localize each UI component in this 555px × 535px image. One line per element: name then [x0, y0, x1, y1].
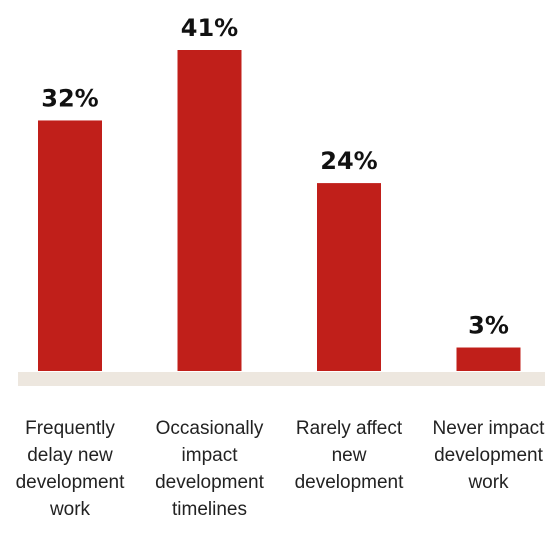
category-label-line: work	[49, 499, 91, 520]
category-label-line: Frequently	[25, 418, 115, 439]
category-label-line: development	[295, 472, 405, 493]
category-label-1: Occasionally impact development timelines	[155, 418, 265, 520]
bar-1	[177, 50, 242, 371]
category-labels-group: Frequently delay new development work Occasi…	[16, 418, 546, 520]
bar-0	[38, 120, 102, 372]
category-label-2: Rarely affect new development	[295, 418, 405, 493]
category-label-0: Frequently delay new development work	[16, 418, 126, 520]
bar-2	[317, 183, 381, 371]
category-label-line: delay new	[27, 445, 113, 466]
bar-3	[456, 347, 521, 371]
category-label-line: development	[155, 472, 265, 493]
value-label-1: 41%	[181, 14, 238, 42]
bars-group	[38, 50, 521, 372]
category-label-3: Never impact development work	[433, 418, 546, 493]
value-label-0: 32%	[41, 84, 98, 112]
category-label-line: timelines	[172, 499, 247, 520]
value-labels-group: 32% 41% 24% 3%	[41, 14, 509, 340]
category-label-line: new	[332, 445, 367, 466]
category-label-line: work	[467, 472, 509, 493]
category-label-line: Rarely affect	[296, 418, 403, 439]
category-label-line: Never impact	[433, 418, 546, 439]
value-label-3: 3%	[468, 312, 509, 340]
category-label-line: development	[434, 445, 544, 466]
baseline-band	[18, 372, 545, 386]
category-label-line: impact	[182, 445, 239, 466]
category-label-line: Occasionally	[156, 418, 264, 439]
value-label-2: 24%	[320, 147, 377, 175]
category-label-line: development	[16, 472, 126, 493]
